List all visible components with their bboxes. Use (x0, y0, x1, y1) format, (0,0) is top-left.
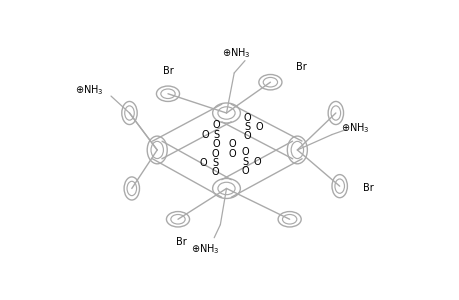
Text: Br: Br (295, 62, 306, 72)
Text: Br: Br (175, 237, 186, 248)
Text: O: O (211, 167, 218, 177)
Text: $\oplus$NH$_3$: $\oplus$NH$_3$ (75, 83, 103, 97)
Text: O: O (243, 112, 251, 123)
Text: S: S (242, 157, 248, 166)
Text: O: O (228, 139, 235, 149)
Text: O: O (212, 120, 220, 130)
Text: O: O (211, 149, 218, 159)
Text: $\oplus$NH$_3$: $\oplus$NH$_3$ (221, 46, 249, 60)
Text: $\oplus$NH$_3$: $\oplus$NH$_3$ (190, 242, 218, 256)
Text: O: O (212, 139, 220, 149)
Text: O: O (241, 147, 249, 157)
Text: S: S (212, 158, 218, 168)
Text: O: O (253, 157, 261, 166)
Text: Br: Br (162, 66, 173, 76)
Text: O: O (254, 122, 262, 132)
Text: $\oplus$NH$_3$: $\oplus$NH$_3$ (340, 122, 369, 135)
Text: S: S (244, 122, 250, 132)
Text: Br: Br (362, 184, 373, 194)
Text: O: O (228, 149, 235, 159)
Text: O: O (199, 158, 207, 168)
Text: O: O (241, 166, 249, 176)
Text: S: S (213, 130, 219, 140)
Text: O: O (201, 130, 208, 140)
Text: O: O (243, 131, 251, 141)
